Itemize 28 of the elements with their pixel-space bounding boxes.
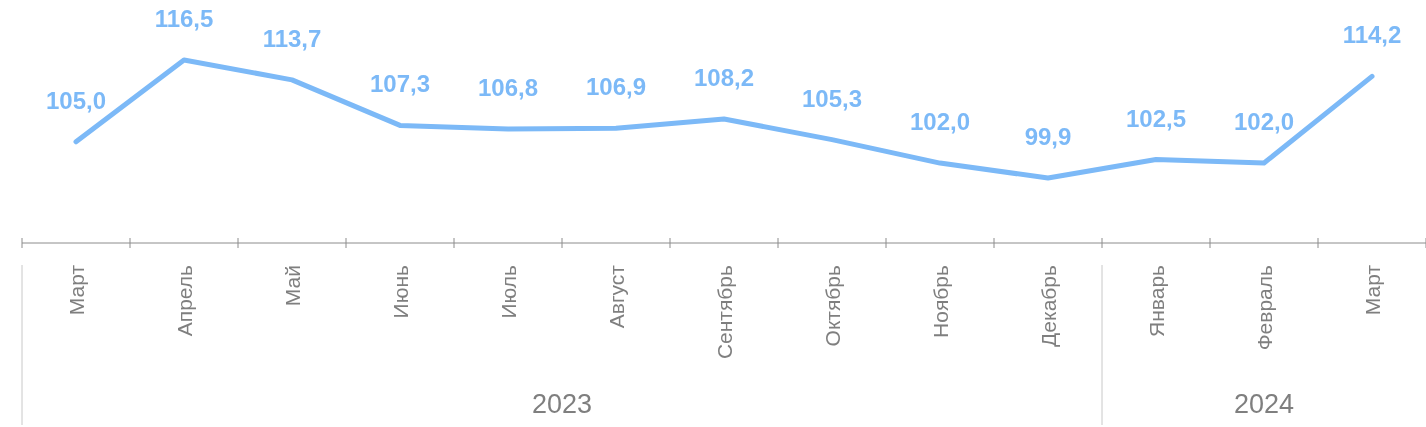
x-tick-label: Ноябрь	[929, 264, 952, 338]
data-label: 102,0	[909, 108, 971, 136]
data-label: 106,8	[477, 73, 539, 101]
x-tick-label: Октябрь	[821, 264, 844, 347]
x-tick-label: Июль	[497, 264, 520, 319]
data-label: 113,7	[262, 24, 322, 52]
x-tick-label: Январь	[1145, 264, 1168, 337]
data-label: 107,3	[369, 70, 431, 98]
x-tick-label: Декабрь	[1037, 264, 1060, 347]
x-tick-label: Март	[65, 264, 88, 316]
data-label: 102,0	[1233, 108, 1295, 136]
data-label: 108,2	[693, 64, 755, 91]
data-label: 106,9	[585, 73, 647, 101]
x-tick-label: Февраль	[1253, 264, 1276, 351]
x-tick-label: Март	[1361, 264, 1384, 316]
x-tick-label: Июнь	[389, 264, 412, 319]
data-label: 99,9	[1024, 123, 1072, 150]
x-tick-label: Август	[605, 264, 628, 329]
x-tick-label: Апрель	[173, 264, 196, 337]
data-label: 114,2	[1342, 21, 1402, 49]
x-tick-label: Май	[281, 265, 304, 307]
data-label: 105,0	[45, 86, 107, 114]
data-label: 105,3	[801, 84, 863, 112]
data-label: 116,5	[154, 5, 214, 32]
text: 2023	[531, 389, 593, 419]
x-tick-label: Сентябрь	[713, 264, 736, 360]
text: 2024	[1233, 389, 1295, 419]
data-label: 102,5	[1125, 104, 1187, 132]
